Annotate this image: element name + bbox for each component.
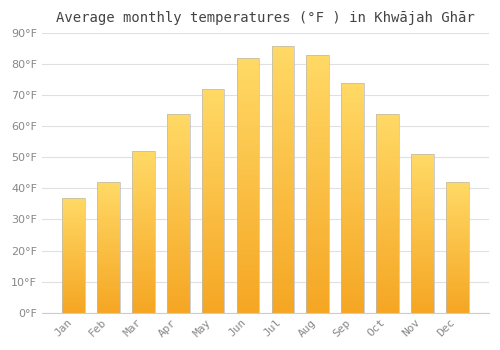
Bar — [376, 114, 399, 313]
Bar — [342, 83, 364, 313]
Bar — [272, 46, 294, 313]
Bar — [306, 55, 329, 313]
Bar — [236, 58, 260, 313]
Bar — [132, 151, 154, 313]
Title: Average monthly temperatures (°F ) in Khwājah Ghār: Average monthly temperatures (°F ) in Kh… — [56, 11, 475, 25]
Bar — [411, 154, 434, 313]
Bar — [97, 182, 120, 313]
Bar — [167, 114, 190, 313]
Bar — [202, 89, 224, 313]
Bar — [446, 182, 468, 313]
Bar — [62, 198, 85, 313]
